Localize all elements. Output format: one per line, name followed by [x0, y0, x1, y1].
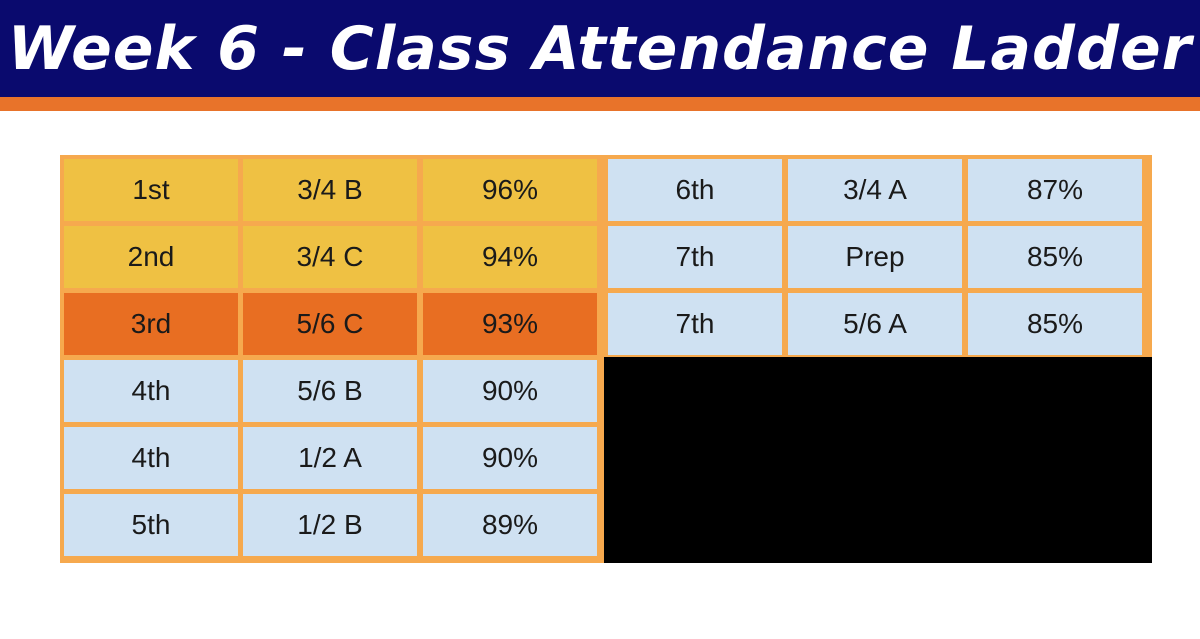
class-cell: 3/4 B [243, 159, 417, 221]
attendance-cell: 89% [423, 494, 597, 556]
attendance-cell: 85% [968, 226, 1142, 288]
class-cell: 1/2 A [243, 427, 417, 489]
rank-cell: 3rd [64, 293, 238, 355]
rank-cell: 4th [64, 360, 238, 422]
rank-cell: 2nd [64, 226, 238, 288]
attendance-cell: 90% [423, 427, 597, 489]
class-cell: 3/4 C [243, 226, 417, 288]
class-cell: 5/6 A [788, 293, 962, 355]
attendance-cell: 87% [968, 159, 1142, 221]
attendance-cell: 96% [423, 159, 597, 221]
rank-cell: 7th [608, 293, 782, 355]
class-cell: Prep [788, 226, 962, 288]
redacted-area [604, 357, 1152, 563]
header-stripe [0, 97, 1200, 111]
class-cell: 5/6 C [243, 293, 417, 355]
attendance-cell: 93% [423, 293, 597, 355]
rank-cell: 6th [608, 159, 782, 221]
class-cell: 1/2 B [243, 494, 417, 556]
attendance-cell: 85% [968, 293, 1142, 355]
attendance-cell: 90% [423, 360, 597, 422]
page-title: Week 6 - Class Attendance Ladder [7, 13, 1193, 84]
attendance-cell: 94% [423, 226, 597, 288]
rank-cell: 5th [64, 494, 238, 556]
rank-cell: 7th [608, 226, 782, 288]
header-banner: Week 6 - Class Attendance Ladder [0, 0, 1200, 97]
class-cell: 5/6 B [243, 360, 417, 422]
attendance-ladder: 1st 3/4 B 96% 2nd 3/4 C 94% 3rd 5/6 C 93… [60, 155, 1152, 563]
rank-cell: 4th [64, 427, 238, 489]
rank-cell: 1st [64, 159, 238, 221]
class-cell: 3/4 A [788, 159, 962, 221]
